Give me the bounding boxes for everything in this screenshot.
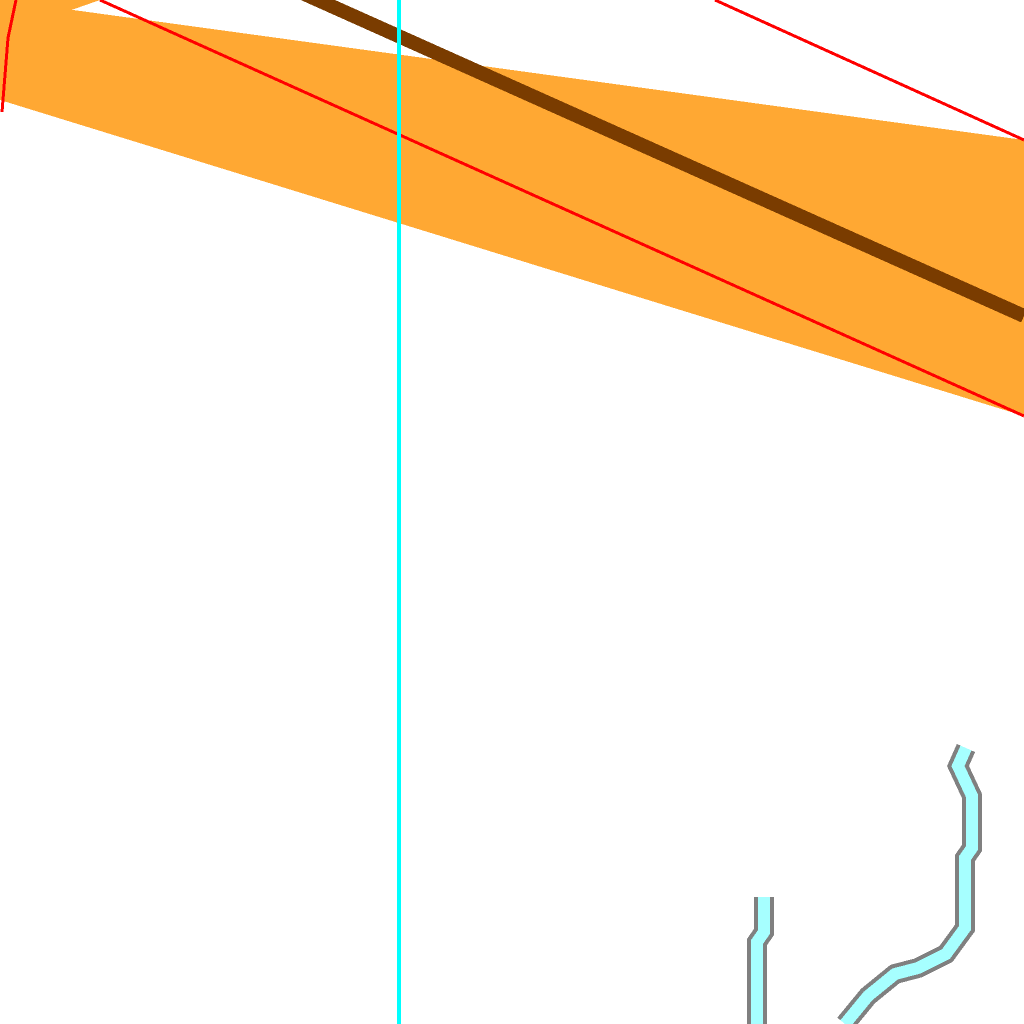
road-band-fill: [0, 0, 1024, 416]
road-left-edge: [0, 0, 18, 113]
stream-fill-right: [840, 745, 978, 1024]
road-centerline: [300, 0, 1024, 323]
road-band-left-fill: [0, 0, 100, 35]
stream-fill-left: [751, 897, 770, 1024]
road-lower-edge: [99, 0, 1024, 418]
road-band: [0, 0, 1024, 418]
road-upper-edge: [714, 0, 1024, 142]
stream: [747, 743, 982, 1024]
